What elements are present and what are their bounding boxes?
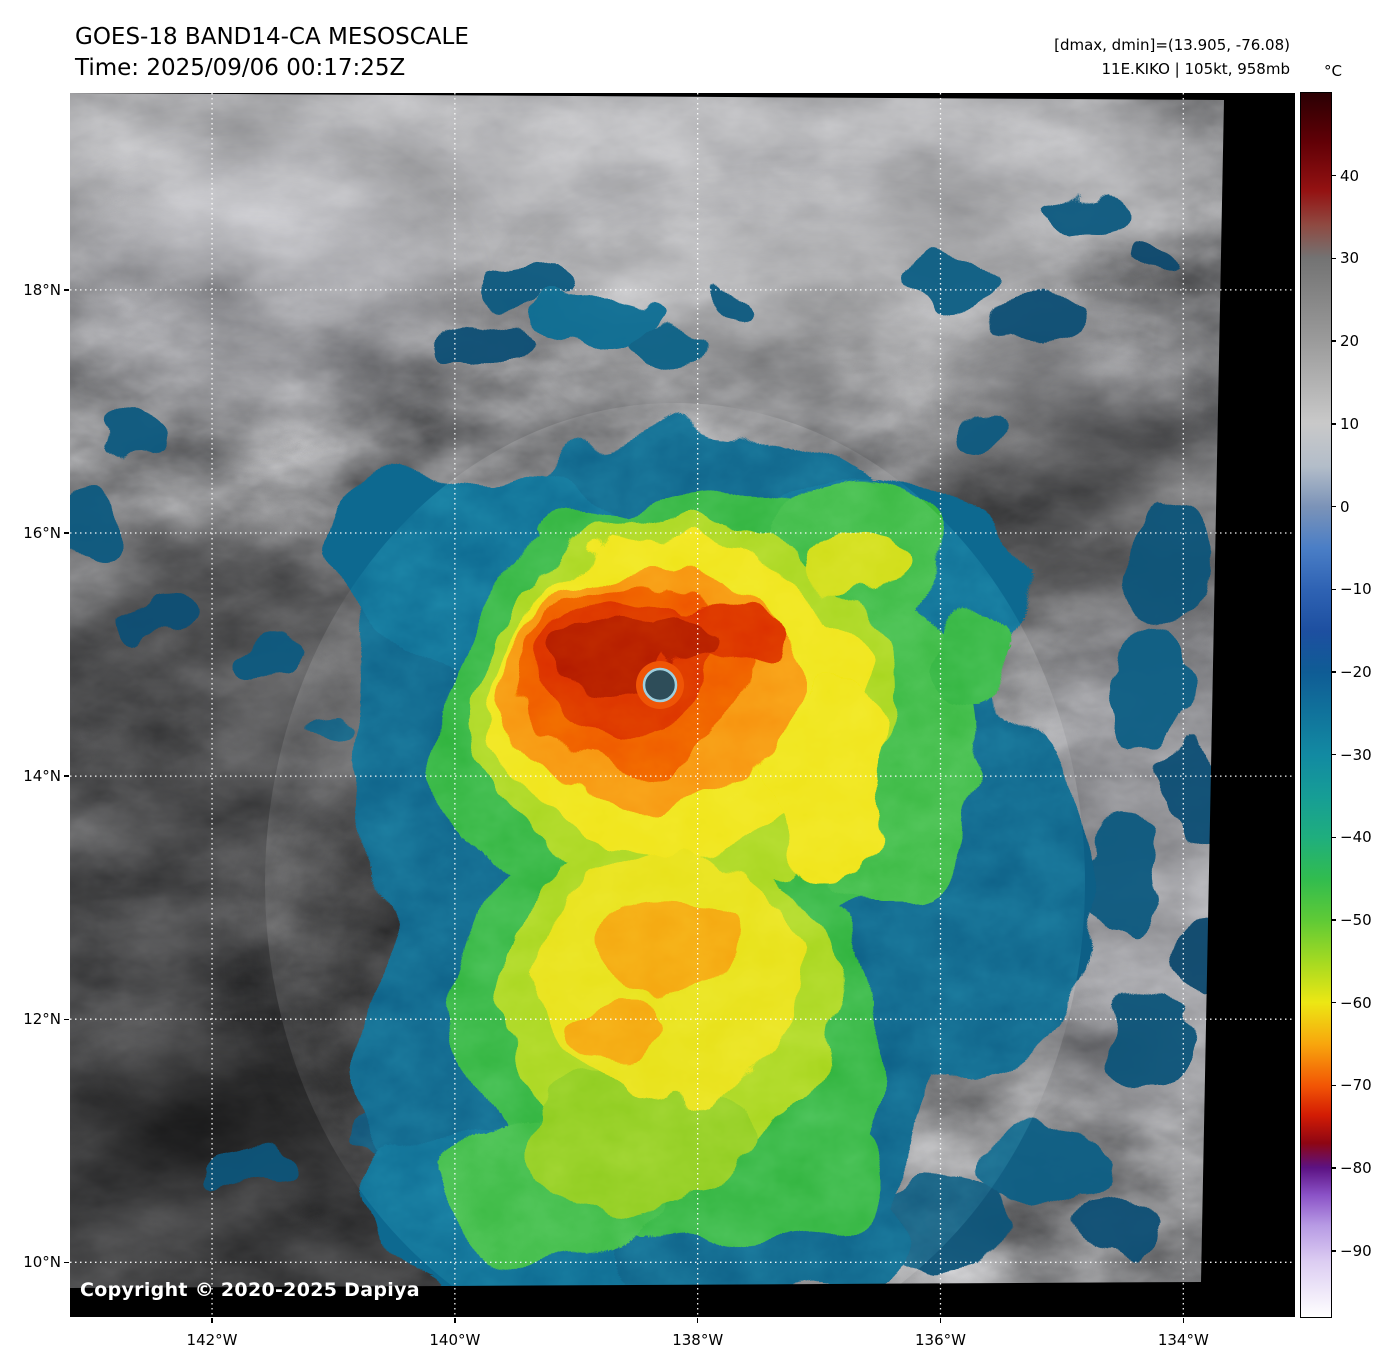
colorbar-tick-label: −60 <box>1340 993 1372 1012</box>
dmax-dmin-readout: [dmax, dmin]=(13.905, -76.08) <box>1054 36 1290 54</box>
satellite-ir-image <box>70 93 1295 1317</box>
colorbar-tick <box>1331 423 1336 425</box>
colorbar-tick <box>1331 1002 1336 1004</box>
colorbar-tick <box>1331 588 1336 590</box>
colorbar-tick-label: 30 <box>1340 249 1360 268</box>
colorbar-tick-label: −90 <box>1340 1241 1372 1260</box>
colorbar-tick-label: 10 <box>1340 414 1360 433</box>
colorbar-tick <box>1331 1167 1336 1169</box>
lat-tick-label: 12°N <box>23 1010 61 1029</box>
colorbar-unit-label: °C <box>1324 62 1342 80</box>
lon-axis-tick <box>454 1318 456 1323</box>
colorbar-tick <box>1331 257 1336 260</box>
colorbar-tick <box>1331 753 1336 756</box>
data-swath <box>70 93 1224 1288</box>
hurricane-eye <box>636 661 684 709</box>
lon-axis-tick <box>1182 1318 1184 1323</box>
storm-cloud-texture <box>265 403 1085 1288</box>
colorbar-tick-label: −30 <box>1340 745 1372 764</box>
colorbar-tick-label: −50 <box>1340 911 1372 930</box>
colorbar-tick-label: −80 <box>1340 1159 1372 1178</box>
lat-tick-label: 16°N <box>23 524 61 542</box>
lat-axis-tick <box>64 1261 69 1263</box>
colorbar-tick-label: 20 <box>1340 332 1360 351</box>
colorbar-tick-label: 40 <box>1340 166 1360 185</box>
lat-axis-tick <box>64 532 69 534</box>
colorbar-tick <box>1331 340 1336 342</box>
lat-axis-tick <box>64 1018 69 1020</box>
copyright-watermark: Copyright © 2020-2025 Dapiya <box>80 1279 420 1301</box>
colorbar-tick <box>1331 1250 1336 1252</box>
lat-tick-label: 10°N <box>23 1253 61 1272</box>
colorbar-tick-label: −40 <box>1340 828 1372 847</box>
colorbar-tick-label: −10 <box>1340 580 1372 599</box>
lon-axis-tick <box>211 1318 213 1323</box>
lon-tick-label: 140°W <box>429 1331 481 1349</box>
lon-tick-label: 134°W <box>1157 1331 1209 1349</box>
lon-tick-label: 136°W <box>915 1331 966 1349</box>
cold-cloud-patches <box>70 190 1224 1265</box>
map-area: Copyright © 2020-2025 Dapiya <box>70 93 1295 1317</box>
colorbar-tick <box>1331 919 1336 921</box>
lat-tick-label: 18°N <box>23 280 61 299</box>
colorbar-tick-label: −20 <box>1340 662 1372 681</box>
lat-axis-tick <box>64 289 69 291</box>
colorbar <box>1300 92 1332 1318</box>
colorbar-tick <box>1331 175 1336 177</box>
lon-tick-label: 142°W <box>186 1331 238 1349</box>
colorbar-tick-label: 0 <box>1340 497 1350 516</box>
plot-title: GOES-18 BAND14-CA MESOSCALE <box>75 24 469 50</box>
lat-axis-tick <box>64 775 69 777</box>
lon-axis-tick <box>696 1318 699 1323</box>
lat-lon-gridlines <box>70 93 1295 1317</box>
lon-axis-tick <box>939 1318 942 1323</box>
colorbar-tick <box>1331 836 1336 838</box>
colorbar-tick <box>1331 671 1336 673</box>
colorbar-tick <box>1331 505 1336 508</box>
lon-tick-label: 138°W <box>672 1331 724 1349</box>
lat-tick-label: 14°N <box>23 767 61 786</box>
storm-info-readout: 11E.KIKO | 105kt, 958mb <box>1101 60 1290 78</box>
plot-timestamp: Time: 2025/09/06 00:17:25Z <box>75 55 406 81</box>
colorbar-tick-label: −70 <box>1340 1076 1372 1095</box>
colorbar-tick <box>1331 1084 1336 1087</box>
